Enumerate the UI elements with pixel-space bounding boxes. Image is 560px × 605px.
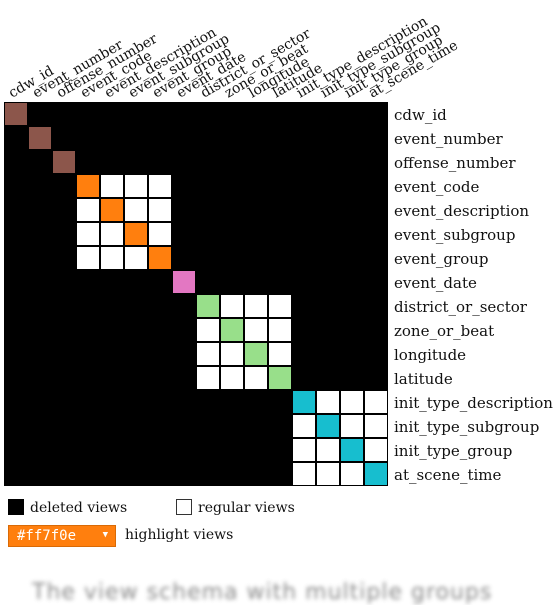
matrix-cell-regular[interactable] bbox=[317, 439, 339, 461]
matrix-cell-regular[interactable] bbox=[221, 343, 243, 365]
matrix-cell-regular[interactable] bbox=[125, 247, 147, 269]
matrix-cell-regular[interactable] bbox=[317, 391, 339, 413]
matrix-cell-regular[interactable] bbox=[149, 175, 171, 197]
matrix-cell-regular[interactable] bbox=[197, 367, 219, 389]
matrix-cell-regular[interactable] bbox=[269, 343, 291, 365]
row-label: latitude bbox=[394, 370, 453, 388]
matrix-cell-regular[interactable] bbox=[365, 391, 387, 413]
row-label: event_group bbox=[394, 250, 488, 268]
matrix-cell-highlight[interactable] bbox=[149, 247, 171, 269]
matrix-cell-highlight[interactable] bbox=[269, 367, 291, 389]
regular-views-label: regular views bbox=[198, 500, 295, 516]
highlight-color-select[interactable]: #ff7f0e ▼ bbox=[8, 525, 116, 547]
matrix-cell-highlight[interactable] bbox=[293, 391, 315, 413]
matrix-cell-regular[interactable] bbox=[101, 223, 123, 245]
matrix-cell-regular[interactable] bbox=[293, 463, 315, 485]
matrix-cell-highlight[interactable] bbox=[197, 295, 219, 317]
matrix-cell-regular[interactable] bbox=[269, 319, 291, 341]
row-label: zone_or_beat bbox=[394, 322, 494, 340]
column-labels: cdw_idevent_numberoffense_numberevent_co… bbox=[6, 13, 461, 101]
matrix-cell-highlight[interactable] bbox=[77, 175, 99, 197]
matrix-cell-regular[interactable] bbox=[221, 367, 243, 389]
row-label: at_scene_time bbox=[394, 466, 502, 484]
matrix-cells bbox=[4, 102, 388, 486]
matrix-cell-highlight[interactable] bbox=[5, 103, 27, 125]
matrix-cell-highlight[interactable] bbox=[53, 151, 75, 173]
row-label: offense_number bbox=[394, 154, 516, 172]
matrix-cell-regular[interactable] bbox=[149, 223, 171, 245]
highlight-color-value: #ff7f0e bbox=[17, 528, 77, 544]
matrix-cell-regular[interactable] bbox=[149, 199, 171, 221]
row-label: district_or_sector bbox=[394, 298, 528, 316]
matrix-cell-regular[interactable] bbox=[125, 175, 147, 197]
matrix-cell-highlight[interactable] bbox=[29, 127, 51, 149]
row-label: event_date bbox=[394, 274, 477, 292]
matrix-cell-regular[interactable] bbox=[245, 295, 267, 317]
matrix-cell-highlight[interactable] bbox=[365, 463, 387, 485]
matrix-cell-highlight[interactable] bbox=[317, 415, 339, 437]
highlight-views-label: highlight views bbox=[125, 527, 234, 543]
row-label: event_description bbox=[394, 202, 529, 220]
deleted-views-label: deleted views bbox=[30, 500, 128, 516]
row-label: init_type_group bbox=[394, 442, 512, 460]
row-labels: cdw_id event_number offense_number event_co… bbox=[394, 106, 553, 484]
matrix-cell-regular[interactable] bbox=[269, 295, 291, 317]
matrix-cell-regular[interactable] bbox=[341, 391, 363, 413]
regular-views-swatch bbox=[176, 499, 192, 515]
row-label: init_type_subgroup bbox=[394, 418, 539, 436]
matrix-cell-regular[interactable] bbox=[245, 367, 267, 389]
row-label: init_type_description bbox=[394, 394, 553, 412]
matrix-cell-regular[interactable] bbox=[101, 175, 123, 197]
matrix-cell-regular[interactable] bbox=[293, 415, 315, 437]
matrix-cell-regular[interactable] bbox=[197, 343, 219, 365]
matrix-cell-regular[interactable] bbox=[293, 439, 315, 461]
matrix-cell-regular[interactable] bbox=[365, 415, 387, 437]
matrix-cell-regular[interactable] bbox=[101, 247, 123, 269]
matrix-cell-regular[interactable] bbox=[341, 415, 363, 437]
matrix-cell-regular[interactable] bbox=[221, 295, 243, 317]
matrix-cell-regular[interactable] bbox=[245, 319, 267, 341]
matrix-cell-highlight[interactable] bbox=[341, 439, 363, 461]
matrix-cell-regular[interactable] bbox=[77, 199, 99, 221]
matrix-cell-highlight[interactable] bbox=[101, 199, 123, 221]
matrix-cell-regular[interactable] bbox=[341, 463, 363, 485]
matrix-cell-regular[interactable] bbox=[317, 463, 339, 485]
matrix-cell-regular[interactable] bbox=[77, 247, 99, 269]
row-label: cdw_id bbox=[394, 106, 447, 124]
matrix-cell-highlight[interactable] bbox=[173, 271, 195, 293]
matrix-cell-regular[interactable] bbox=[77, 223, 99, 245]
row-label: event_code bbox=[394, 178, 479, 196]
matrix-cell-regular[interactable] bbox=[197, 319, 219, 341]
row-label: event_number bbox=[394, 130, 503, 148]
row-label: event_subgroup bbox=[394, 226, 515, 244]
chevron-down-icon: ▼ bbox=[102, 530, 108, 540]
matrix-cell-highlight[interactable] bbox=[125, 223, 147, 245]
matrix-cell-highlight[interactable] bbox=[221, 319, 243, 341]
matrix-cell-regular[interactable] bbox=[125, 199, 147, 221]
deleted-views-swatch bbox=[8, 499, 24, 515]
row-label: longitude bbox=[394, 346, 466, 364]
matrix-cell-regular[interactable] bbox=[365, 439, 387, 461]
matrix-cell-highlight[interactable] bbox=[245, 343, 267, 365]
